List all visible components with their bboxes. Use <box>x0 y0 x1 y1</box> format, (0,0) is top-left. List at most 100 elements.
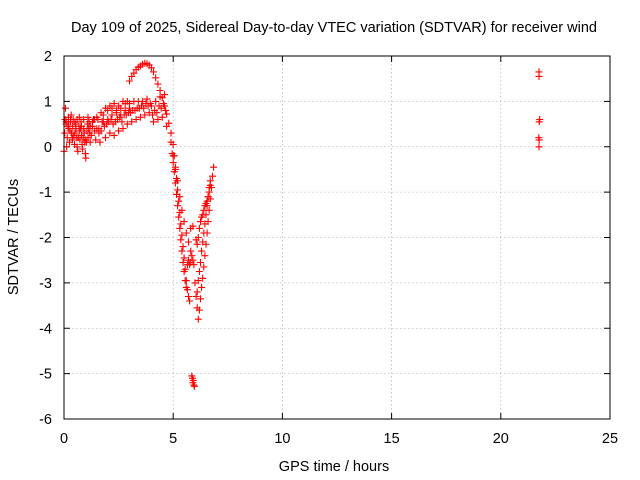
data-point <box>117 111 125 119</box>
data-point <box>136 113 144 121</box>
y-tick-label: -2 <box>39 231 52 247</box>
data-point <box>147 102 155 110</box>
data-point <box>95 125 103 133</box>
x-tick-label: 20 <box>493 431 509 447</box>
data-point <box>167 129 175 137</box>
data-point <box>152 74 160 82</box>
data-point <box>86 122 94 130</box>
data-point <box>84 113 92 121</box>
data-point <box>104 116 112 123</box>
data-point <box>201 252 209 260</box>
data-point <box>178 231 186 239</box>
data-point <box>535 72 543 80</box>
data-point <box>197 259 204 266</box>
data-point <box>182 283 190 291</box>
data-point <box>195 268 203 275</box>
data-point <box>201 220 209 228</box>
data-point <box>195 306 203 314</box>
data-point <box>158 94 166 102</box>
data-point <box>126 77 133 85</box>
data-point <box>199 274 207 282</box>
data-point <box>189 256 197 264</box>
data-point <box>188 252 196 260</box>
data-point <box>199 211 207 219</box>
data-point <box>174 202 182 210</box>
data-point <box>200 206 208 214</box>
data-point <box>535 118 543 126</box>
data-point <box>197 218 204 226</box>
data-point <box>154 116 162 123</box>
data-point <box>150 118 157 126</box>
data-point <box>152 97 160 105</box>
data-point <box>174 177 182 185</box>
data-point <box>171 165 179 173</box>
data-point <box>169 159 177 167</box>
data-point <box>182 229 190 237</box>
chart-title: Day 109 of 2025, Sidereal Day-to-day VTE… <box>71 20 597 36</box>
data-point <box>71 118 79 126</box>
data-point <box>69 134 77 142</box>
data-point <box>118 118 126 126</box>
data-point <box>62 104 69 112</box>
y-tick-label: 2 <box>44 49 52 65</box>
data-point <box>154 80 162 88</box>
data-point <box>190 261 198 269</box>
data-point <box>204 193 212 201</box>
data-point <box>143 95 151 103</box>
data-point <box>128 118 136 126</box>
data-point <box>93 113 101 121</box>
data-point <box>210 163 218 171</box>
data-point <box>150 68 157 76</box>
data-point <box>198 283 206 291</box>
data-point <box>130 69 138 77</box>
x-tick-labels: 0 5 10 15 20 25 <box>60 431 618 447</box>
data-point <box>121 106 129 114</box>
data-point <box>106 129 114 137</box>
data-point <box>75 113 83 121</box>
data-point <box>178 206 186 214</box>
data-point <box>193 288 201 296</box>
data-point <box>535 136 543 144</box>
data-point <box>187 247 195 255</box>
data-point <box>165 119 173 127</box>
plot-frame <box>63 55 611 420</box>
data-points <box>60 59 544 390</box>
data-point <box>126 104 133 112</box>
data-point <box>200 229 208 237</box>
data-point <box>132 116 140 123</box>
data-point <box>189 376 197 384</box>
data-point <box>163 110 171 118</box>
data-point <box>147 64 155 72</box>
data-point <box>73 143 81 151</box>
x-tick-label: 5 <box>169 431 177 447</box>
data-point <box>535 143 543 151</box>
y-tick-label: 1 <box>44 94 52 110</box>
data-point <box>181 277 189 285</box>
data-point <box>176 224 184 232</box>
data-point <box>175 197 183 205</box>
data-point <box>200 263 208 271</box>
data-point <box>87 131 95 139</box>
data-point <box>110 131 118 139</box>
data-point <box>186 297 194 305</box>
data-point <box>92 136 100 144</box>
x-tick-label: 10 <box>274 431 290 447</box>
data-point <box>194 277 202 285</box>
data-point <box>153 109 161 117</box>
data-point <box>161 102 168 110</box>
data-point <box>162 106 170 114</box>
data-point <box>179 259 187 266</box>
data-point <box>180 268 188 275</box>
data-point <box>209 172 216 180</box>
data-point <box>198 247 206 255</box>
y-axis-title: SDTVAR / TECUs <box>6 179 22 295</box>
data-point <box>61 129 69 137</box>
data-point <box>78 122 85 130</box>
data-point <box>82 136 90 144</box>
y-tick-label: -6 <box>39 412 52 428</box>
data-point <box>180 254 188 262</box>
data-point <box>197 295 204 303</box>
data-point <box>195 224 203 232</box>
data-point <box>177 236 185 244</box>
data-point <box>140 104 148 112</box>
